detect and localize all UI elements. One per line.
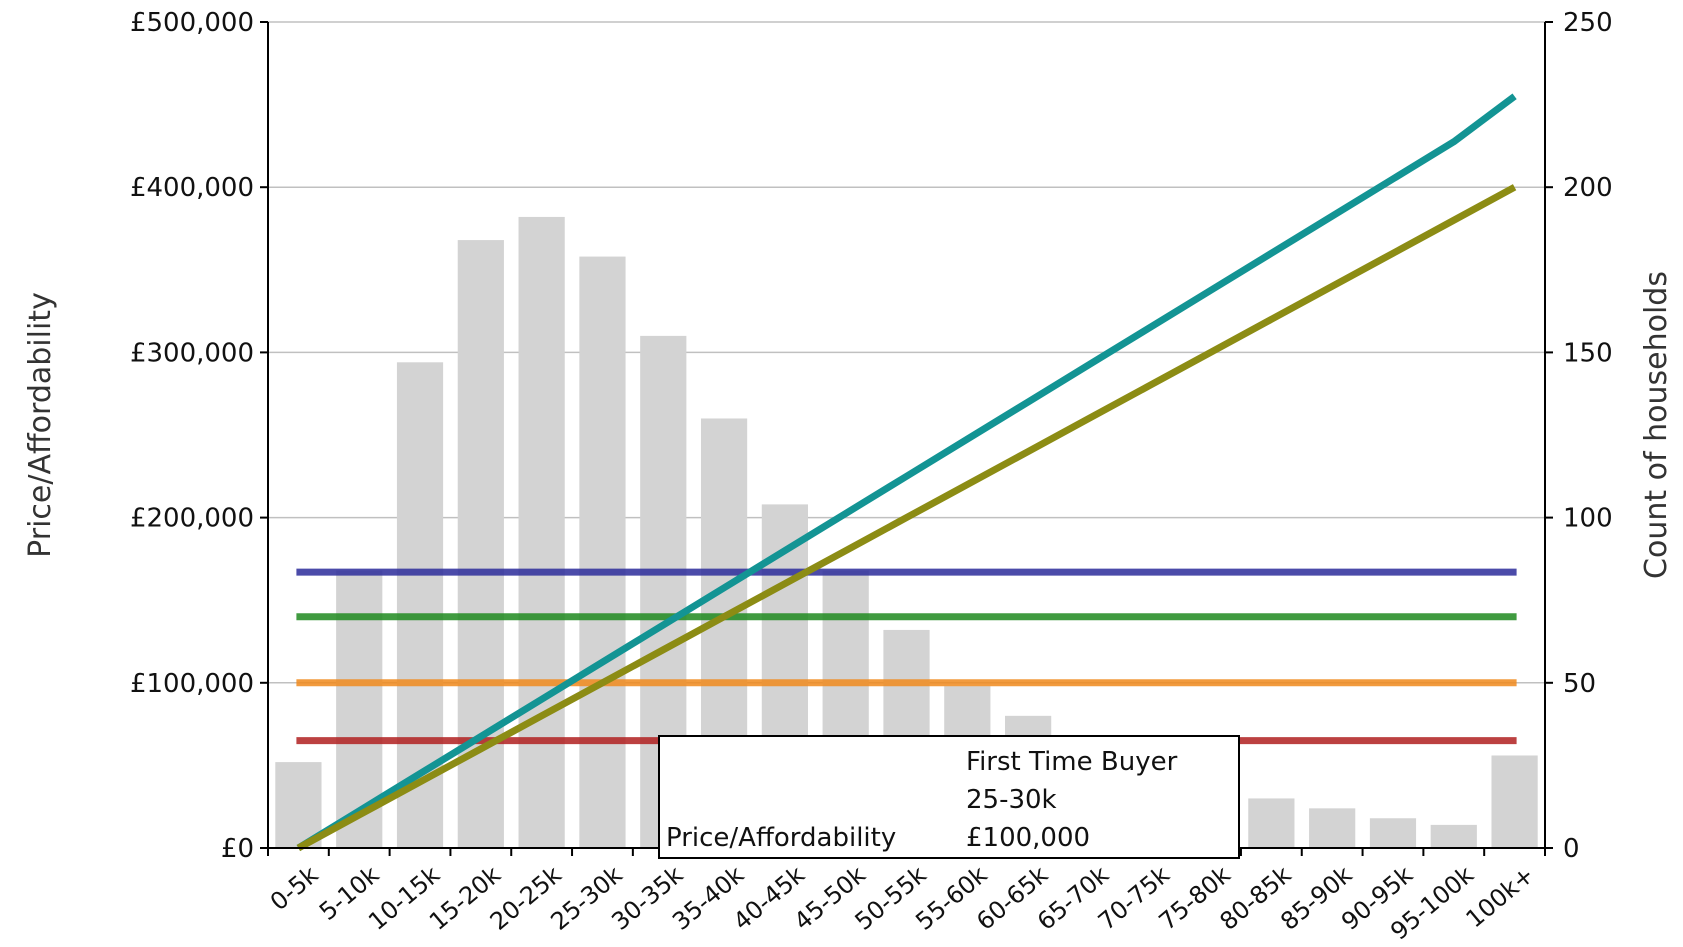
y-tick-label: £400,000 <box>130 173 254 203</box>
tooltip-value: £100,000 <box>966 823 1091 853</box>
tooltip-label: Price/Affordability <box>666 823 897 853</box>
y2-tick-label: 50 <box>1563 669 1596 699</box>
x-tick-label: 0-5k <box>265 861 324 917</box>
bar <box>1248 798 1295 848</box>
tooltip-category: 25-30k <box>966 785 1057 815</box>
y-tick-label: £0 <box>221 834 254 864</box>
right-tick-labels: 0 50 100 150 200 250 <box>1563 8 1613 864</box>
bar <box>579 256 626 849</box>
tooltip: First Time Buyer 25-30k Price/Affordabil… <box>658 735 1240 859</box>
x-tick-labels: 0-5k5-10k10-15k15-20k20-25k25-30k30-35k3… <box>265 861 1540 946</box>
bar <box>1491 755 1538 848</box>
bar <box>518 216 565 848</box>
bar <box>275 762 322 848</box>
y2-tick-label: 100 <box>1563 504 1613 534</box>
y2-tick-label: 150 <box>1563 338 1613 368</box>
y2-axis-title: Count of households <box>1639 271 1674 579</box>
price-line <box>296 184 1517 852</box>
bar <box>1430 824 1477 848</box>
bar <box>1369 818 1417 848</box>
y-axis-title: Price/Affordability <box>23 292 58 558</box>
y-tick-label: £200,000 <box>130 504 254 534</box>
x-tick-label: 100k+ <box>1461 861 1540 934</box>
y2-tick-label: 0 <box>1563 834 1580 864</box>
bar <box>1309 808 1356 848</box>
y-tick-label: £500,000 <box>130 8 254 38</box>
y2-tick-label: 250 <box>1563 8 1613 38</box>
y-tick-label: £300,000 <box>130 338 254 368</box>
price-lines <box>296 93 1517 852</box>
left-tick-labels: £0 £100,000 £200,000 £300,000 £400,000 £500,0… <box>130 8 254 864</box>
y2-tick-label: 200 <box>1563 173 1613 203</box>
price-line <box>296 93 1517 851</box>
tooltip-series: First Time Buyer <box>966 747 1178 777</box>
y-tick-label: £100,000 <box>130 669 254 699</box>
